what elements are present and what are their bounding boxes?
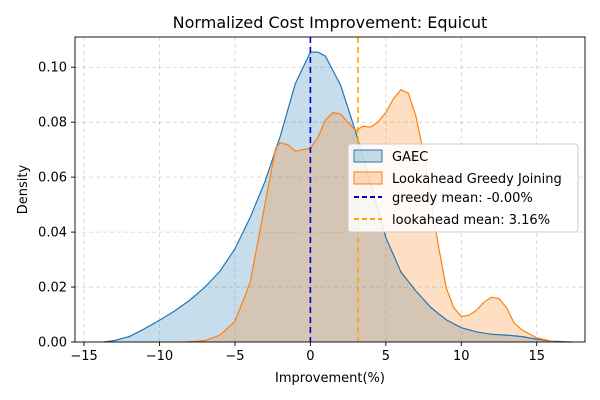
x-tick-label: −10 <box>146 349 173 364</box>
density-lines <box>103 51 572 343</box>
y-tick-label: 0.00 <box>38 336 67 351</box>
x-tick-label: 5 <box>382 349 390 364</box>
y-tick-label: 0.08 <box>38 116 67 131</box>
legend-label-lookahead-mean: lookahead mean: 3.16% <box>392 213 550 228</box>
density-line-gaec <box>103 51 572 343</box>
density-line-lookahead-greedy-joining <box>186 89 555 343</box>
y-tick-label: 0.04 <box>38 226 67 241</box>
x-tick-label: 0 <box>306 349 314 364</box>
x-axis-ticks: −15 −10 −5 0 5 10 15 <box>70 342 545 364</box>
legend-box <box>347 143 579 233</box>
legend: GAEC Lookahead Greedy Joining greedy mea… <box>347 143 579 233</box>
x-tick-label: −5 <box>225 349 244 364</box>
y-axis-ticks: 0.00 0.02 0.04 0.06 0.08 0.10 <box>38 61 75 351</box>
legend-swatch-gaec <box>353 149 383 163</box>
legend-swatch-lookahead <box>353 171 383 185</box>
legend-label-greedy-mean: greedy mean: -0.00% <box>392 191 533 206</box>
density-area-gaec <box>103 52 572 343</box>
legend-label-gaec: GAEC <box>392 150 428 165</box>
plot-frame <box>74 36 586 343</box>
y-axis-label: Density <box>16 164 31 214</box>
y-tick-label: 0.02 <box>38 281 67 296</box>
legend-label-lookahead: Lookahead Greedy Joining <box>392 172 562 187</box>
x-tick-label: 15 <box>528 349 545 364</box>
x-axis-label: Improvement(%) <box>275 371 385 386</box>
y-tick-label: 0.10 <box>38 61 67 76</box>
x-tick-label: 10 <box>453 349 470 364</box>
y-tick-label: 0.06 <box>38 171 67 186</box>
x-tick-label: −15 <box>70 349 97 364</box>
chart-title: Normalized Cost Improvement: Equicut <box>173 13 488 32</box>
